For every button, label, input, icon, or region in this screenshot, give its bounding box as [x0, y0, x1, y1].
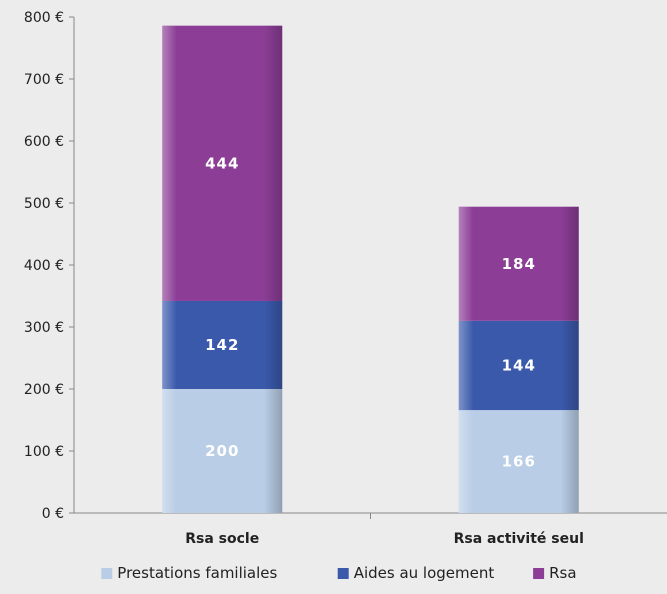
legend-swatch	[337, 568, 349, 579]
legend-label: Prestations familiales	[117, 564, 277, 582]
y-tick-label: 600 €	[24, 134, 64, 150]
y-tick-label: 0 €	[42, 506, 64, 522]
bar-segment-shading	[162, 300, 283, 389]
data-label: 200	[205, 442, 239, 460]
x-category-label: Rsa activité seul	[454, 531, 584, 547]
legend-swatch	[533, 568, 545, 579]
data-label: 444	[205, 154, 239, 172]
legend-label: Rsa	[549, 564, 576, 582]
y-tick-label: 700 €	[24, 72, 64, 88]
legend-label: Aides au logement	[354, 564, 495, 582]
data-label: 142	[205, 336, 239, 354]
bar-segment-shading	[458, 206, 579, 321]
x-category-label: Rsa socle	[185, 531, 259, 547]
y-tick-label: 500 €	[24, 196, 64, 212]
y-tick-label: 400 €	[24, 258, 64, 274]
y-tick-label: 800 €	[24, 10, 64, 26]
y-tick-label: 100 €	[24, 444, 64, 460]
bar-segment-shading	[162, 389, 283, 513]
data-label: 144	[502, 356, 536, 374]
y-tick-label: 300 €	[24, 320, 64, 336]
bar-segment-shading	[458, 320, 579, 411]
bar-segment-shading	[458, 410, 579, 513]
data-label: 166	[502, 453, 536, 471]
data-label: 184	[502, 255, 536, 273]
y-tick-label: 200 €	[24, 382, 64, 398]
legend-swatch	[101, 568, 113, 579]
bar-segment-shading	[162, 25, 283, 301]
